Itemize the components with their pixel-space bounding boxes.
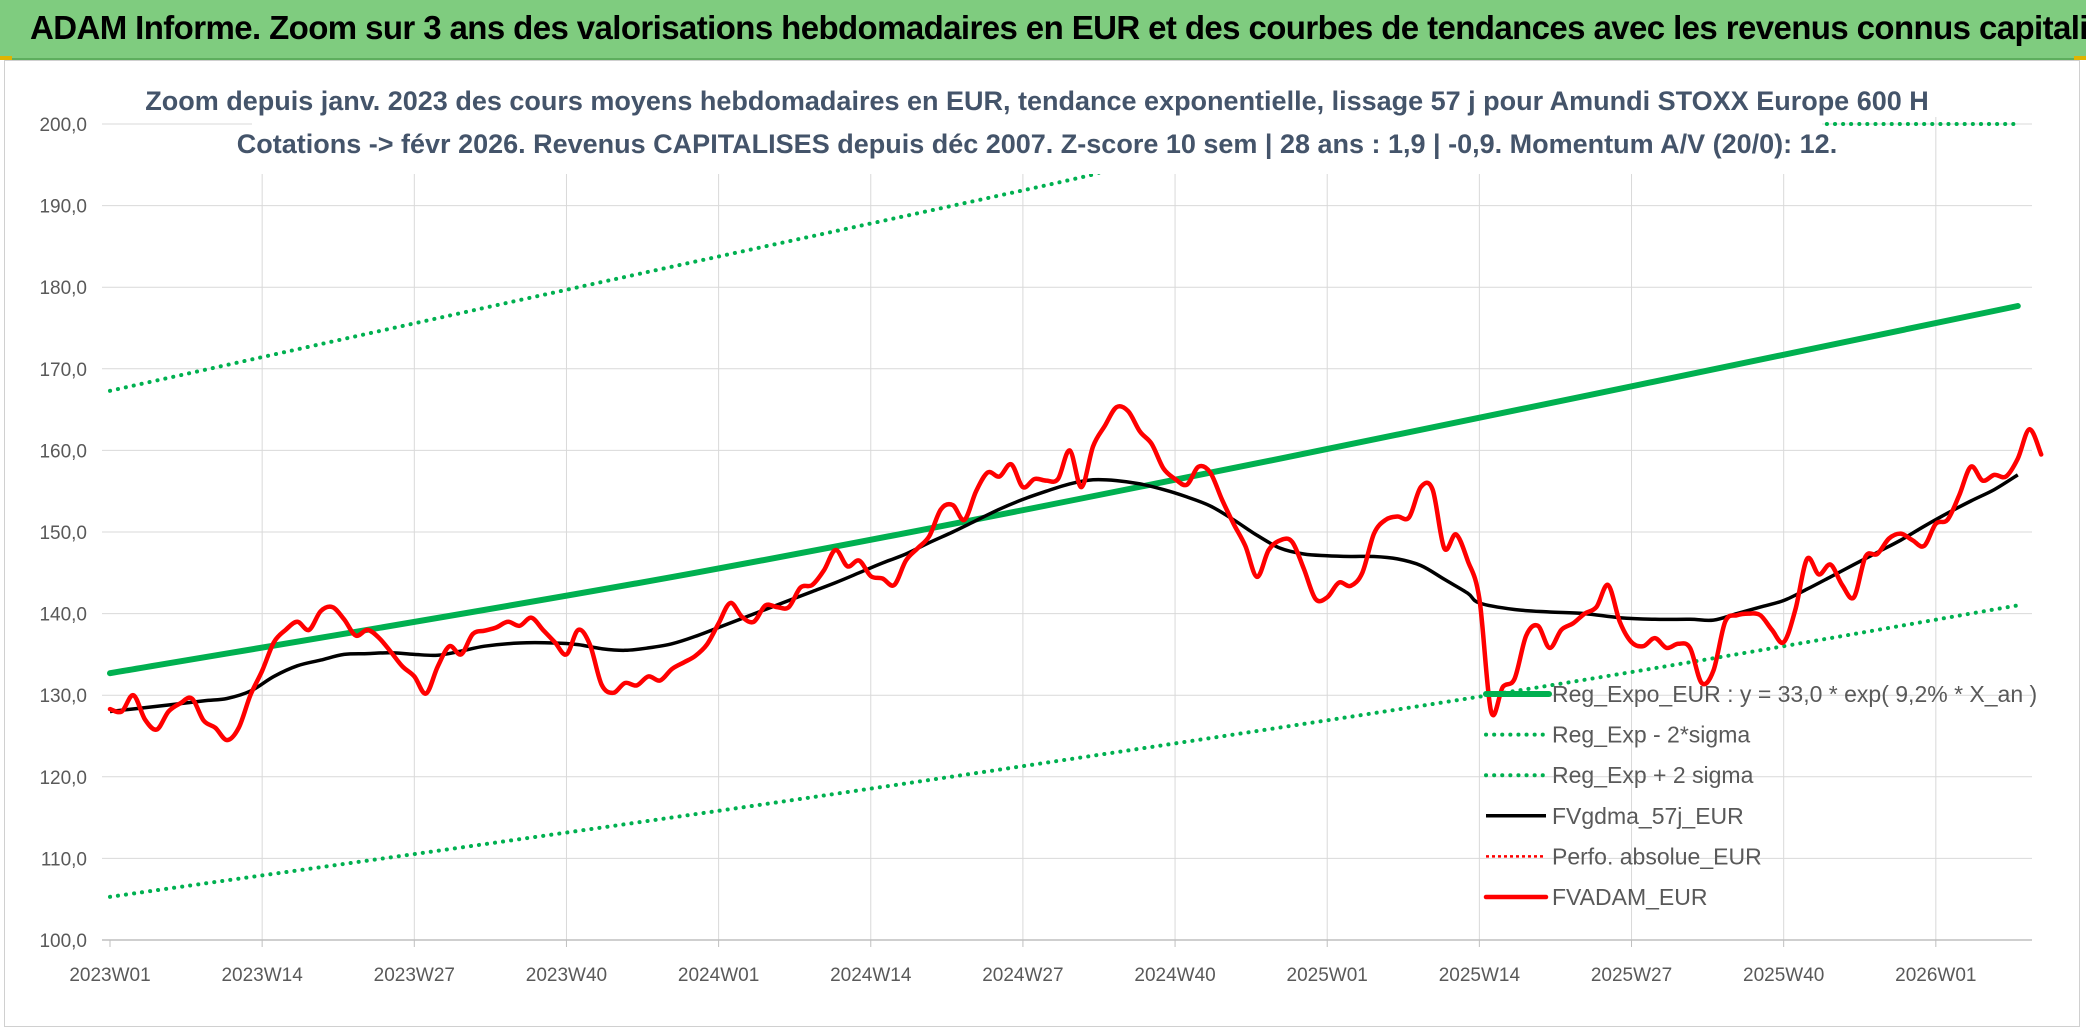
series-fvadam-eur-5-line xyxy=(107,403,2044,743)
series-fvgdma-57j-eur-3-line xyxy=(109,473,2019,714)
y-tick-label: 120,0 xyxy=(39,768,87,789)
y-tick-label: 110,0 xyxy=(41,849,87,870)
y-tick-label: 190,0 xyxy=(39,197,87,218)
x-tick-label: 2025W14 xyxy=(1439,965,1521,986)
y-tick-label: 100,0 xyxy=(39,931,87,952)
x-tick-label: 2025W01 xyxy=(1287,965,1368,986)
y-tick-label: 180,0 xyxy=(39,278,87,299)
legend: Reg_Expo_EUR : y = 33,0 * exp( 9,2% * X_… xyxy=(1483,681,2037,910)
x-tick-label: 2024W40 xyxy=(1134,965,1215,986)
x-tick-label: 2023W01 xyxy=(69,965,150,986)
x-tick-label: 2025W40 xyxy=(1743,965,1824,986)
y-tick-label: 160,0 xyxy=(39,441,87,462)
corner-mark-right xyxy=(2074,56,2086,60)
x-tick-label: 2023W14 xyxy=(221,965,303,986)
legend-label: Perfo. absolue_EUR xyxy=(1552,843,1762,869)
axes: 100,0 110,0 120,0 130,0 140,0 150,0 160,0 170,0… xyxy=(39,115,2032,986)
report-title: ADAM Informe. Zoom sur 3 ans des valoris… xyxy=(30,9,2086,46)
x-tick-label: 2025W27 xyxy=(1591,965,1672,986)
series-reg-exp-1-line xyxy=(108,603,2020,899)
report-banner: ADAM Informe. Zoom sur 3 ans des valoris… xyxy=(0,0,2086,60)
y-tick-label: 150,0 xyxy=(39,523,87,544)
x-tick-label: 2024W27 xyxy=(982,965,1063,986)
legend-label: FVADAM_EUR xyxy=(1552,884,1708,910)
legend-label: Reg_Exp + 2 sigma xyxy=(1552,762,1754,788)
x-tick-label: 2024W01 xyxy=(678,965,759,986)
title-backdrop xyxy=(252,78,1822,174)
legend-label: FVgdma_57j_EUR xyxy=(1552,803,1744,829)
series-reg-expo-eur-0-line xyxy=(107,303,2021,677)
chart-title-line1: Zoom depuis janv. 2023 des cours moyens … xyxy=(145,86,1929,116)
y-tick-label: 200,0 xyxy=(39,115,87,136)
y-tick-label: 130,0 xyxy=(39,686,87,707)
chart-frame xyxy=(4,60,2080,1027)
y-tick-label: 170,0 xyxy=(39,360,87,381)
x-tick-label: 2024W14 xyxy=(830,965,912,986)
legend-label: Reg_Exp - 2*sigma xyxy=(1552,722,1750,748)
x-tick-label: 2023W27 xyxy=(374,965,455,986)
y-tick-label: 140,0 xyxy=(39,605,87,626)
x-tick-label: 2026W01 xyxy=(1895,965,1976,986)
series-reg-exp-2-line xyxy=(108,170,1101,393)
x-tick-label: 2023W40 xyxy=(526,965,607,986)
series-layer xyxy=(107,122,2044,899)
corner-mark-left xyxy=(0,56,12,60)
chart-title-line2: Cotations -> févr 2026. Revenus CAPITALI… xyxy=(237,129,1837,159)
legend-label: Reg_Expo_EUR : y = 33,0 * exp( 9,2% * X_… xyxy=(1552,681,2037,707)
